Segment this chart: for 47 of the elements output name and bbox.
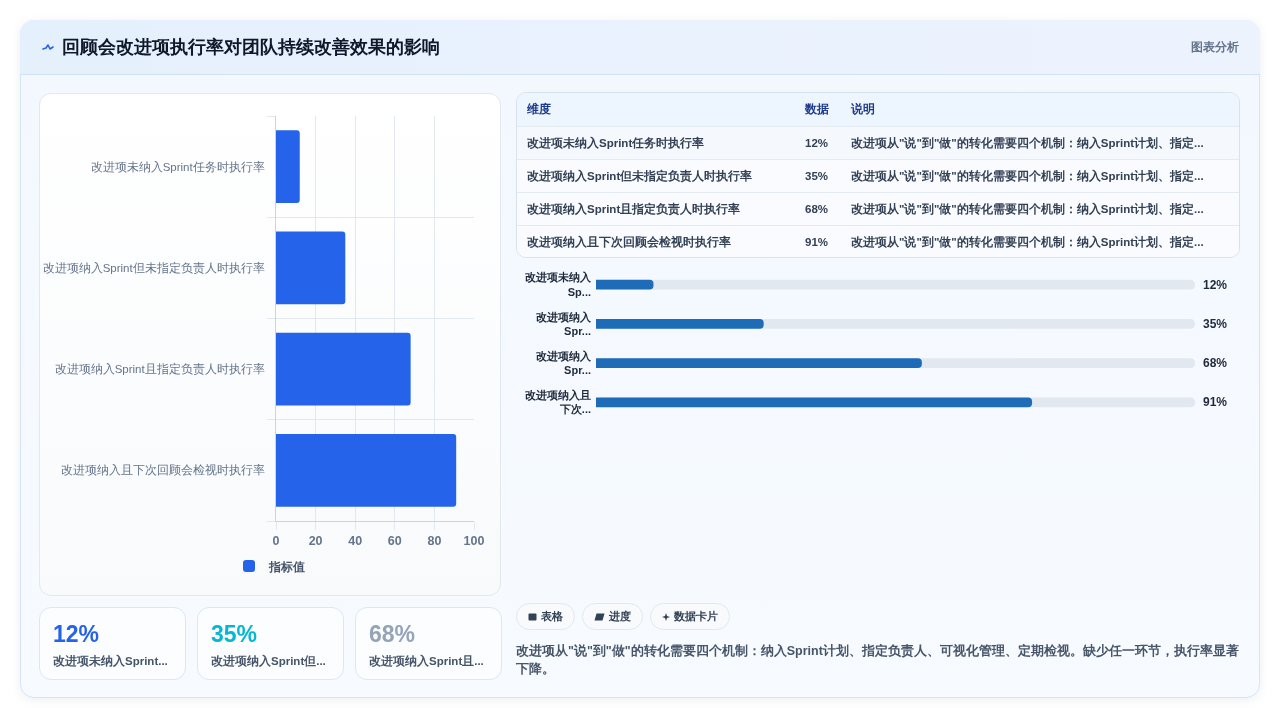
text: 维度 <box>517 93 795 127</box>
text: 数据 <box>795 93 841 127</box>
x-tick-label: 40 <box>348 534 363 548</box>
y-tick-label: 改进项纳入Sprint但未指定负责人时执行率 <box>42 260 265 275</box>
tab-button[interactable]: 表格 <box>516 603 575 630</box>
y-tick-label: 改进项未纳入Sp... <box>525 271 592 298</box>
data-label: 91% <box>1203 395 1228 409</box>
bar <box>276 231 346 305</box>
y-tick-label: 改进项纳入Spr... <box>536 349 592 377</box>
x-tick-label: 20 <box>308 534 323 548</box>
bar <box>276 130 300 204</box>
y-tick-label: 改进项纳入Sprint且指定负责人时执行率 <box>54 362 265 377</box>
bar <box>276 433 457 507</box>
text: 68% <box>805 203 829 215</box>
data-label: 35% <box>1203 317 1228 331</box>
bar <box>596 279 654 290</box>
y-tick-label: 改进项纳入且下次... <box>525 389 591 416</box>
y-tick-label: 改进项纳入Spr... <box>536 310 592 337</box>
category-label: 改进项未纳入Sprint... <box>53 654 169 669</box>
text: 12% <box>53 621 100 647</box>
legend-label: 指标值 <box>268 559 305 574</box>
category-label: 改进项纳入Sprint但... <box>211 654 327 669</box>
text: 35% <box>211 621 258 647</box>
x-tick-label: 0 <box>272 534 280 548</box>
data-label: 68% <box>1203 356 1228 370</box>
text: 改进项从"说"到"做"的转化需要四个机制：纳入Sprint计划、指定... <box>841 192 1241 226</box>
text: 改进项从"说"到"做"的转化需要四个机制：纳入Sprint计划、指定... <box>841 225 1241 258</box>
data-label: 12% <box>1203 278 1228 292</box>
text: 说明 <box>841 93 1241 127</box>
category-label: 改进项纳入Sprint且... <box>369 654 485 669</box>
tab-button[interactable]: 进度 <box>582 603 643 630</box>
text: 改进项从"说"到"做"的转化需要四个机制：纳入Sprint计划、指定负责人、可视化管理、定期检视。缺少任一环节，执行率显著下降。 <box>516 643 1240 678</box>
tab-button[interactable]: 数据卡片 <box>650 603 730 630</box>
text: 35% <box>805 170 829 182</box>
y-tick-label: 改进项未纳入Sprint任务时执行率 <box>90 159 265 173</box>
y-tick-label: 改进项纳入且下次回顾会检视时执行率 <box>60 463 265 477</box>
x-tick-label: 80 <box>427 534 442 548</box>
text: 68% <box>369 621 416 647</box>
bar <box>276 332 411 406</box>
text: 回顾会改进项执行率对团队持续改善效果的影响 <box>62 36 440 59</box>
text: 改进项从"说"到"做"的转化需要四个机制：纳入Sprint计划、指定... <box>841 159 1241 193</box>
text: 改进项从"说"到"做"的转化需要四个机制：纳入Sprint计划、指定... <box>841 126 1241 160</box>
text: 91% <box>805 236 829 248</box>
x-tick-label: 60 <box>387 534 402 548</box>
text: 图表分析 <box>1191 38 1239 56</box>
text: 12% <box>805 137 829 149</box>
x-tick-label: 100 <box>463 534 485 548</box>
